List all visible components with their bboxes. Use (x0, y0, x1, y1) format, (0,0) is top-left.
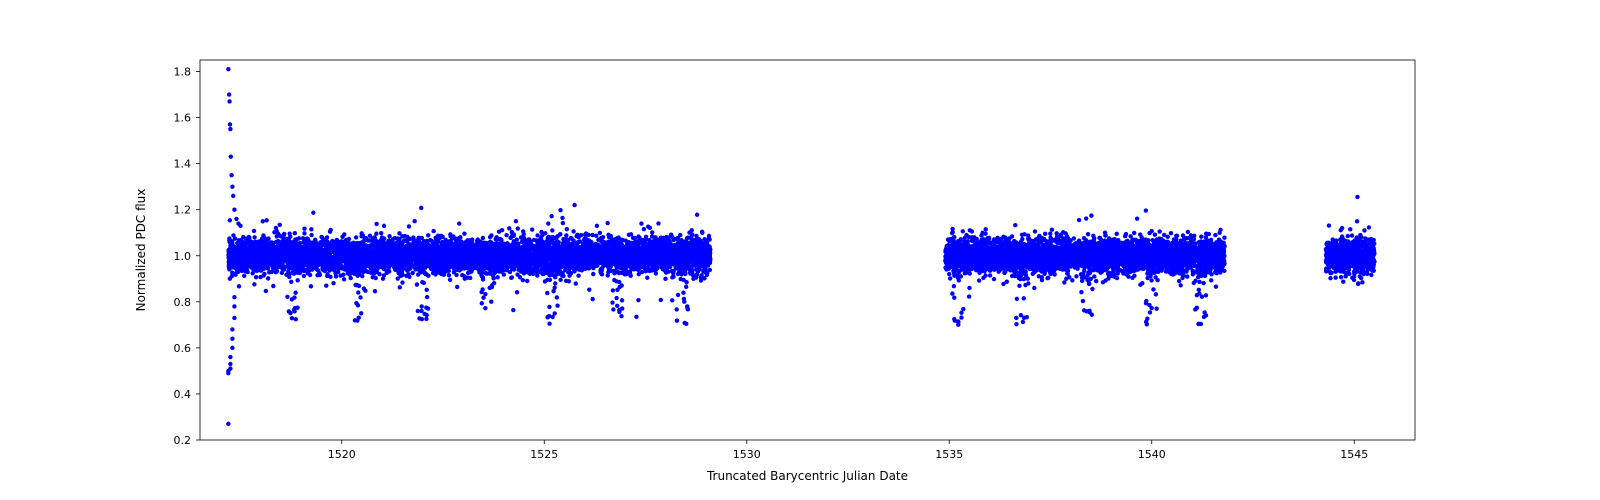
y-tick-label: 1.8 (174, 66, 192, 79)
x-tick-label: 1530 (733, 448, 761, 461)
y-tick-label: 0.8 (174, 296, 192, 309)
x-tick-label: 1545 (1340, 448, 1368, 461)
y-tick-label: 1.0 (174, 250, 192, 263)
chart-svg: 1520 1525 1530 1535 1540 1545 0.2 0.4 0.6 0.8 1.0 1… (0, 0, 1600, 500)
x-tick-label: 1535 (935, 448, 963, 461)
x-tick-label: 1520 (328, 448, 356, 461)
y-tick-label: 0.6 (174, 342, 192, 355)
y-tick-label: 1.4 (174, 158, 192, 171)
x-tick-label: 1525 (530, 448, 558, 461)
y-tick-label: 0.4 (174, 388, 192, 401)
y-tick-label: 0.2 (174, 434, 192, 447)
x-axis-label: Truncated Barycentric Julian Date (706, 469, 908, 483)
y-axis-label: Normalized PDC flux (134, 189, 148, 312)
x-tick-label: 1540 (1138, 448, 1166, 461)
scatter-chart: 1520 1525 1530 1535 1540 1545 0.2 0.4 0.6 0.8 1.0 1… (0, 0, 1600, 500)
y-tick-label: 1.2 (174, 204, 192, 217)
y-tick-label: 1.6 (174, 112, 192, 125)
